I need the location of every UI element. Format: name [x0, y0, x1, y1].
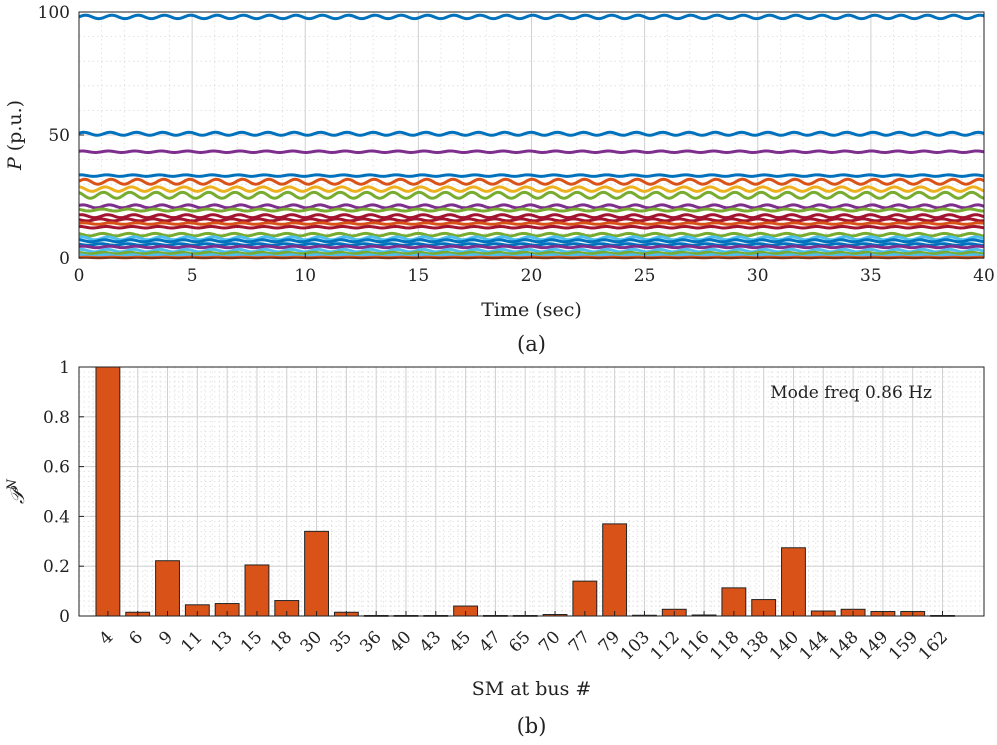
panel-b-axes-box: [78, 366, 985, 617]
power-line-sm5: [78, 177, 985, 186]
x-tick-label-bus-11: 11: [177, 627, 206, 656]
mode-frequency-annotation: Mode freq 0.86 Hz: [770, 383, 932, 403]
panel-b-bar-chart: 0 0.2 0.4 0.6 0.8 1 4 6 9 11 13 15 18 30 35 36 40 43 45 47 6…: [5, 358, 985, 738]
x-tick-label-bus-162: 162: [915, 627, 952, 664]
y-tick-label: 0.6: [43, 458, 70, 478]
x-tick-label-bus-40: 40: [386, 627, 415, 656]
x-tick-label-bus-18: 18: [267, 627, 296, 656]
panel-b-x-axis-label: SM at bus #: [472, 678, 592, 700]
x-tick-label-bus-70: 70: [535, 627, 564, 656]
x-tick-label: 15: [408, 266, 430, 286]
power-line-sm12: [78, 221, 985, 226]
x-tick-label-bus-159: 159: [885, 627, 922, 664]
y-tick-label: 0.2: [43, 557, 70, 577]
bar-bus-140: [781, 547, 806, 617]
y-tick-label: 100: [38, 3, 70, 23]
x-tick-label-bus-45: 45: [446, 627, 475, 656]
y-tick-label: 0: [59, 249, 70, 269]
y-tick-label: 1: [59, 358, 70, 378]
bar-bus-79: [602, 523, 628, 617]
y-tick-label: 0.4: [43, 507, 70, 527]
x-tick-label-bus-13: 13: [207, 627, 236, 656]
power-line-sm11: [78, 217, 985, 223]
y-tick-label: 50: [48, 126, 70, 146]
x-tick-label-bus-47: 47: [475, 627, 504, 656]
x-tick-label-bus-149: 149: [855, 627, 892, 664]
x-tick-label-bus-103: 103: [617, 627, 654, 664]
x-tick-label: 40: [973, 266, 995, 286]
power-line-sm13: [79, 225, 985, 230]
x-tick-label-bus-43: 43: [416, 627, 445, 656]
panel-a-y-axis-label: P (p.u.): [4, 100, 26, 171]
power-line-sm4: [78, 173, 985, 178]
power-line-sm16: [78, 238, 985, 244]
x-tick-label-bus-77: 77: [565, 627, 594, 656]
x-tick-label-bus-148: 148: [826, 627, 863, 664]
power-line-sm9: [78, 207, 985, 213]
power-line-sm1: [78, 13, 985, 21]
panel-b-minor-grid: [79, 366, 984, 617]
x-tick-label-bus-65: 65: [505, 627, 534, 656]
power-line-sm10: [78, 213, 985, 220]
x-tick-label-bus-116: 116: [676, 627, 713, 664]
power-line-sm18: [78, 244, 985, 250]
bar-bus-15: [244, 564, 270, 617]
x-tick-label-bus-112: 112: [647, 627, 684, 664]
x-tick-label-bus-35: 35: [326, 627, 355, 656]
x-tick-label-bus-138: 138: [736, 627, 773, 664]
x-tick-label-bus-30: 30: [297, 627, 326, 656]
x-tick-label: 35: [860, 266, 882, 286]
panel-a-x-axis-label: Time (sec): [481, 299, 582, 321]
bar-bus-4: [95, 366, 121, 617]
bar-bus-30: [304, 530, 329, 617]
x-tick-label: 5: [187, 266, 198, 286]
x-tick-label-bus-140: 140: [766, 627, 803, 664]
x-tick-label: 25: [634, 266, 656, 286]
x-tick-label-bus-118: 118: [706, 627, 743, 664]
bar-bus-9: [155, 560, 180, 617]
x-tick-label: 0: [74, 266, 85, 286]
x-tick-label-bus-144: 144: [796, 627, 833, 664]
bar-bus-77: [572, 580, 598, 617]
power-line-sm7: [78, 190, 985, 200]
x-tick-label-bus-6: 6: [125, 627, 147, 649]
x-tick-label: 20: [521, 266, 543, 286]
panel-a-tick-labels: 0 5 10 15 20 25 30 35 40 0 50 100: [38, 3, 995, 286]
panel-a-y-unit: (p.u.): [4, 100, 26, 151]
power-line-sm3: [78, 149, 985, 154]
power-line-sm6: [78, 185, 985, 193]
x-tick-label: 10: [294, 266, 316, 286]
panel-a-time-series: 0 5 10 15 20 25 30 35 40 0 50 100 Time (sec) P (p.u.…: [4, 3, 995, 356]
power-line-sm8: [78, 203, 985, 210]
y-tick-label: 0.8: [43, 408, 70, 428]
x-tick-label-bus-15: 15: [237, 627, 266, 656]
x-tick-label-bus-4: 4: [96, 627, 118, 649]
panel-b-label: (b): [517, 714, 547, 738]
panel-a-y-symbol: P: [4, 156, 26, 171]
power-line-sm2: [78, 130, 985, 137]
power-line-sm14: [78, 231, 985, 238]
panel-b-y-superscript: N: [5, 478, 20, 491]
y-tick-label: 0: [59, 607, 70, 627]
panel-a-label: (a): [517, 332, 546, 356]
x-tick-label-bus-36: 36: [356, 627, 385, 656]
x-tick-label-bus-9: 9: [155, 627, 177, 649]
panel-b-y-axis-label: 𝒫N: [5, 478, 29, 504]
x-tick-label: 30: [747, 266, 769, 286]
